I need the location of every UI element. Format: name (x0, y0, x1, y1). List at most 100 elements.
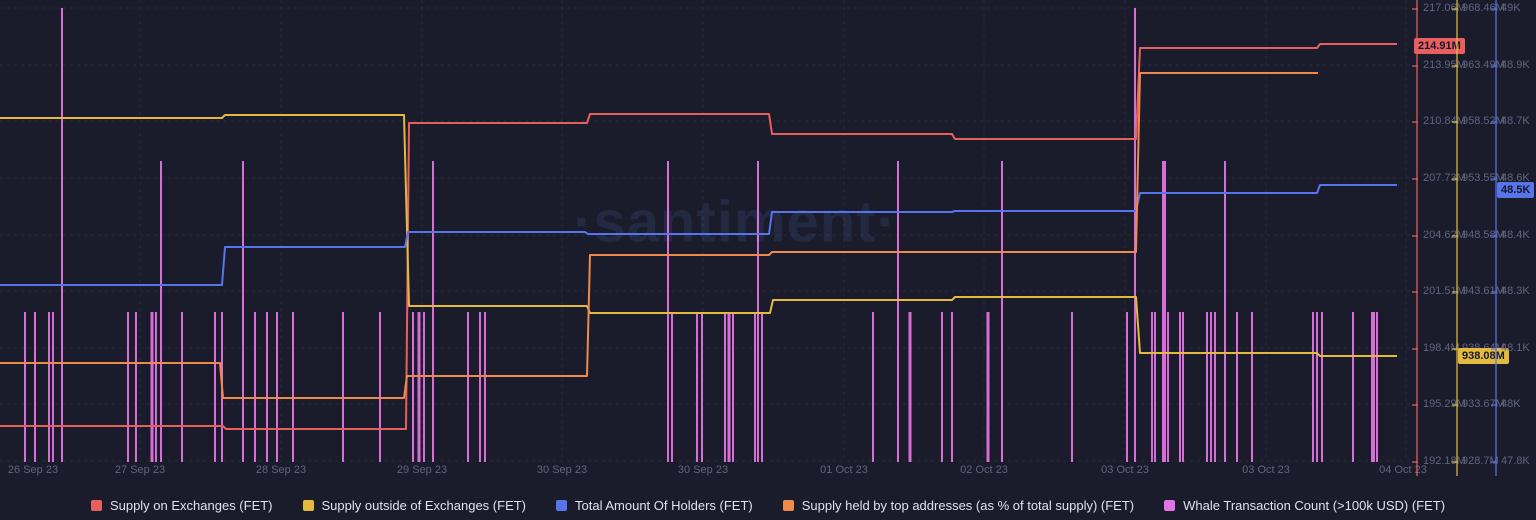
whale-bar (1236, 312, 1238, 462)
y-tick-label-supply-outside-of-exchanges: 938.64M (1462, 342, 1505, 354)
series-line-total-amount-of-holders (0, 184, 1397, 286)
y-tick-label-supply-outside-of-exchanges: 968.46M (1462, 2, 1505, 14)
y-tick-label-supply-outside-of-exchanges: 953.55M (1462, 172, 1505, 184)
y-tick-label-supply-outside-of-exchanges: 948.58M (1462, 229, 1505, 241)
y-tick-label-supply-on-exchanges: 198.4M (1423, 342, 1460, 354)
whale-bar (732, 312, 734, 462)
y-tick-label-supply-on-exchanges: 207.73M (1423, 172, 1466, 184)
axis-tick-mark (1412, 178, 1418, 180)
y-tick-label-total-amount-of-holders: 48K (1501, 398, 1521, 410)
legend: Supply on Exchanges (FET) Supply outside … (0, 498, 1536, 513)
axis-tick-mark (1412, 291, 1418, 293)
y-tick-label-supply-outside-of-exchanges: 943.61M (1462, 285, 1505, 297)
legend-swatch-icon (782, 500, 794, 511)
whale-bar (160, 161, 162, 462)
legend-item[interactable]: Whale Transaction Count (>100k USD) (FET… (1164, 498, 1445, 513)
whale-bar (908, 312, 912, 462)
legend-swatch-icon (302, 500, 314, 511)
axis-tick-mark (1491, 348, 1497, 350)
legend-label: Supply on Exchanges (FET) (109, 498, 273, 513)
y-tick-label-total-amount-of-holders: 48.6K (1501, 172, 1530, 184)
whale-bar (727, 312, 731, 462)
whale-bar (1126, 312, 1128, 462)
last-value-badge-supply-on-exchanges: 214.91M (1414, 38, 1465, 54)
axis-line-total-amount-of-holders (1495, 0, 1497, 476)
axis-tick-mark (1412, 65, 1418, 67)
y-tick-label-total-amount-of-holders: 48.7K (1501, 115, 1530, 127)
axis-line-supply-outside-of-exchanges (1456, 0, 1458, 476)
whale-bar (479, 312, 481, 462)
whale-bar (1210, 312, 1212, 462)
series-line-supply-outside-of-exchanges (0, 114, 1397, 357)
axis-line-supply-on-exchanges (1416, 0, 1418, 476)
whale-bar (1134, 8, 1136, 462)
whale-bar (254, 312, 256, 462)
whale-bar (48, 312, 50, 462)
legend-item[interactable]: Total Amount Of Holders (FET) (556, 498, 753, 513)
y-tick-label-supply-on-exchanges: 204.62M (1423, 229, 1466, 241)
chart-plot-area[interactable]: ·santiment· (0, 0, 1410, 462)
whale-bar (1371, 312, 1375, 462)
whale-bar (266, 312, 268, 462)
whale-bar (342, 312, 344, 462)
whale-bar (181, 312, 183, 462)
whale-bar (1206, 312, 1208, 462)
series-line-supply-held-by-top-addresses (0, 72, 1318, 399)
legend-label: Whale Transaction Count (>100k USD) (FET… (1183, 498, 1446, 513)
whale-bar (155, 312, 157, 462)
legend-swatch-icon (90, 500, 102, 511)
axis-tick-mark (1412, 121, 1418, 123)
axis-tick-mark (1452, 235, 1458, 237)
legend-item[interactable]: Supply outside of Exchanges (FET) (302, 498, 526, 513)
axis-tick-mark (1491, 8, 1497, 10)
legend-item[interactable]: Supply held by top addresses (as % of to… (782, 498, 1134, 513)
y-tick-label-total-amount-of-holders: 48.9K (1501, 59, 1530, 71)
whale-bar (423, 312, 425, 462)
x-tick-label: 26 Sep 23 (7, 464, 59, 476)
chart-canvas[interactable] (0, 0, 1410, 462)
legend-label: Total Amount Of Holders (FET) (575, 498, 753, 513)
whale-bar (1251, 312, 1253, 462)
whale-bar (1316, 312, 1318, 462)
y-tick-label-total-amount-of-holders: 48.4K (1501, 229, 1530, 241)
whale-bar (667, 161, 669, 462)
whale-bar (432, 161, 434, 462)
whale-bar (1214, 312, 1216, 462)
whale-bar (135, 312, 137, 462)
whale-bar (1321, 312, 1323, 462)
axis-tick-mark (1452, 178, 1458, 180)
axis-tick-mark (1491, 178, 1497, 180)
whale-bar (986, 312, 990, 462)
x-tick-label: 28 Sep 23 (255, 464, 307, 476)
whale-bar (897, 161, 899, 462)
whale-bar (761, 312, 763, 462)
whale-bar (1224, 161, 1226, 462)
whale-bar (276, 312, 278, 462)
x-tick-label: 03 Oct 23 (1101, 464, 1149, 476)
axis-tick-mark (1452, 404, 1458, 406)
x-tick-label: 04 Oct 23 (1379, 464, 1427, 476)
last-value-badge-total-amount-of-holders: 48.5K (1497, 182, 1535, 198)
x-tick-label: 30 Sep 23 (677, 464, 729, 476)
whale-bar (1162, 161, 1166, 462)
whale-bar (872, 312, 874, 462)
axis-tick-mark (1412, 235, 1418, 237)
x-axis: 26 Sep 23 27 Sep 23 28 Sep 23 29 Sep 23 30 S… (0, 461, 1536, 479)
whale-transaction-bars (24, 8, 1378, 462)
legend-swatch-icon (556, 500, 568, 511)
x-tick-label: 02 Oct 23 (960, 464, 1008, 476)
y-tick-label-supply-on-exchanges: 201.51M (1423, 285, 1466, 297)
x-tick-label: 29 Sep 23 (396, 464, 448, 476)
y-tick-label-supply-outside-of-exchanges: 958.52M (1462, 115, 1505, 127)
y-tick-label-total-amount-of-holders: 49K (1501, 2, 1521, 14)
whale-bar (24, 312, 26, 462)
whale-bar (754, 312, 756, 462)
whale-bar (951, 312, 953, 462)
whale-bar (214, 312, 216, 462)
whale-bar (1312, 312, 1314, 462)
x-tick-label: 30 Sep 23 (536, 464, 588, 476)
legend-item[interactable]: Supply on Exchanges (FET) (90, 498, 273, 513)
whale-bar (150, 312, 154, 462)
axis-tick-mark (1452, 121, 1458, 123)
